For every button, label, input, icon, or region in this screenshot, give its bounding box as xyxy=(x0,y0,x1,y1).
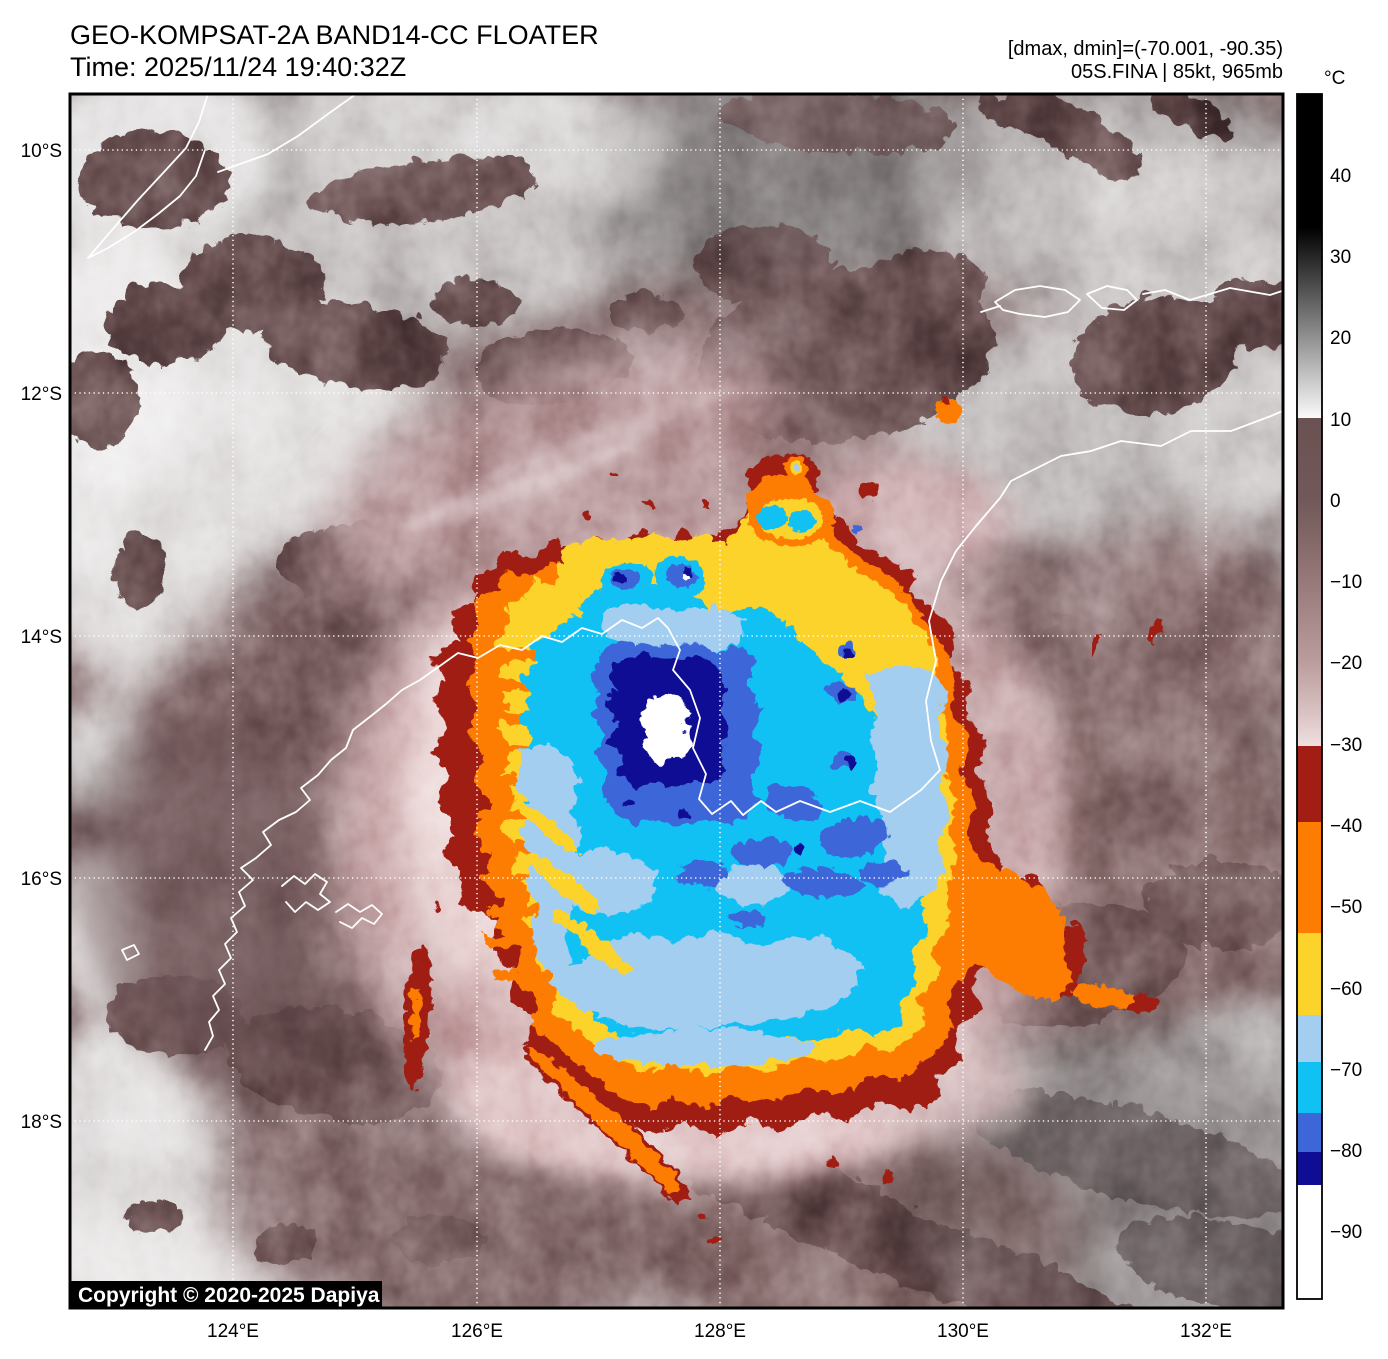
svg-text:14°S: 14°S xyxy=(21,627,62,648)
svg-text:132°E: 132°E xyxy=(1180,1321,1232,1342)
svg-text:Time: 2025/11/24 19:40:32Z: Time: 2025/11/24 19:40:32Z xyxy=(70,52,406,82)
svg-text:130°E: 130°E xyxy=(937,1321,989,1342)
svg-text:−40: −40 xyxy=(1330,816,1362,837)
svg-text:−90: −90 xyxy=(1330,1222,1362,1243)
svg-text:30: 30 xyxy=(1330,247,1351,268)
svg-text:−60: −60 xyxy=(1330,979,1362,1000)
svg-text:−80: −80 xyxy=(1330,1141,1362,1162)
svg-text:−20: −20 xyxy=(1330,653,1362,674)
svg-text:16°S: 16°S xyxy=(21,869,62,890)
svg-text:10°S: 10°S xyxy=(21,141,62,162)
svg-text:0: 0 xyxy=(1330,491,1341,512)
svg-text:−10: −10 xyxy=(1330,572,1362,593)
svg-text:20: 20 xyxy=(1330,328,1351,349)
svg-text:126°E: 126°E xyxy=(451,1321,503,1342)
svg-text:−50: −50 xyxy=(1330,897,1362,918)
svg-text:12°S: 12°S xyxy=(21,384,62,405)
svg-text:Copyright © 2020-2025 Dapiya: Copyright © 2020-2025 Dapiya xyxy=(78,1284,380,1307)
svg-text:128°E: 128°E xyxy=(694,1321,746,1342)
svg-text:−30: −30 xyxy=(1330,735,1362,756)
svg-text:10: 10 xyxy=(1330,410,1351,431)
svg-text:05S.FINA | 85kt, 965mb: 05S.FINA | 85kt, 965mb xyxy=(1071,61,1283,83)
svg-text:GEO-KOMPSAT-2A BAND14-CC FLOAT: GEO-KOMPSAT-2A BAND14-CC FLOATER xyxy=(70,20,599,50)
svg-text:18°S: 18°S xyxy=(21,1112,62,1133)
svg-text:124°E: 124°E xyxy=(207,1321,259,1342)
svg-text:°C: °C xyxy=(1324,68,1345,89)
svg-text:40: 40 xyxy=(1330,166,1351,187)
svg-text:[dmax, dmin]=(-70.001, -90.35): [dmax, dmin]=(-70.001, -90.35) xyxy=(1008,38,1283,60)
svg-text:−70: −70 xyxy=(1330,1060,1362,1081)
